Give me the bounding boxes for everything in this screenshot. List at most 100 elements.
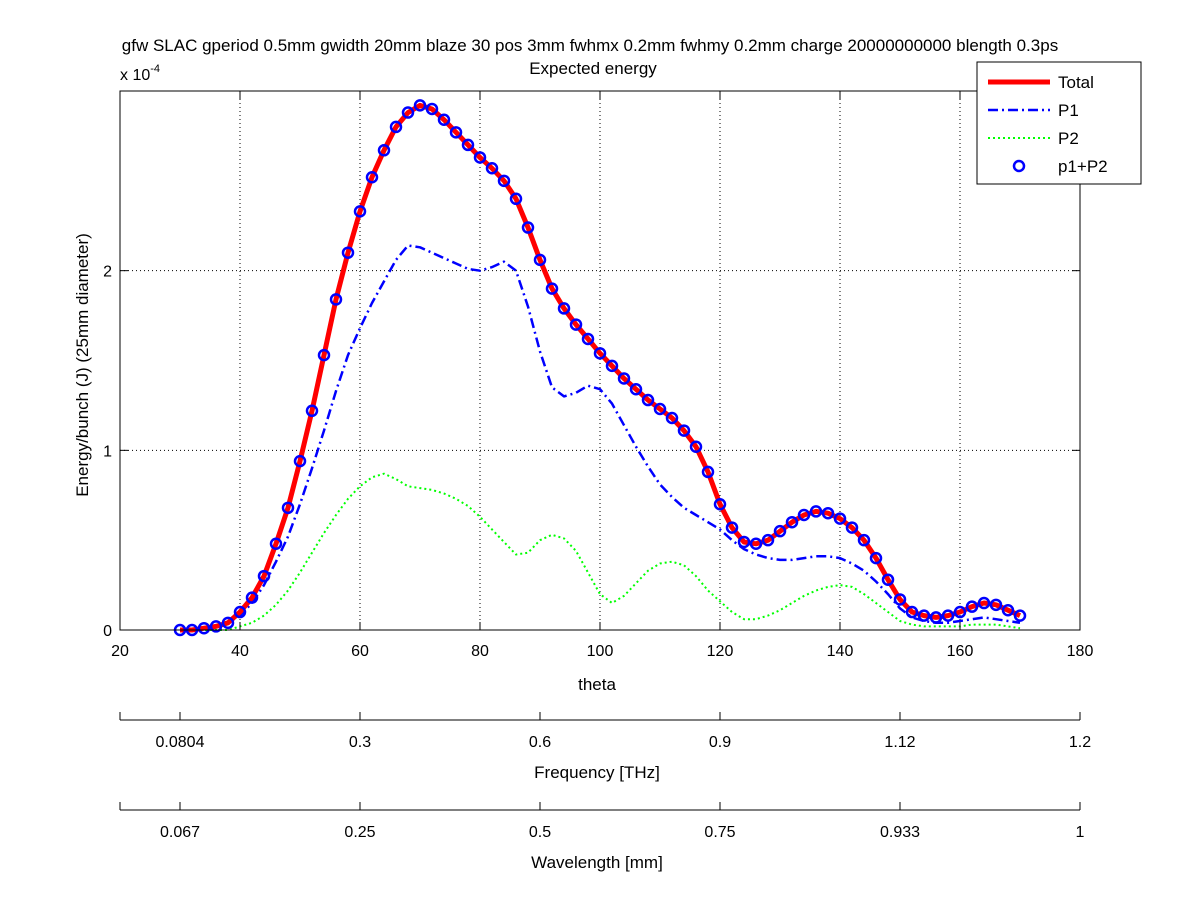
data-point — [569, 318, 583, 331]
data-point — [713, 497, 727, 511]
x-tick-label: 20 — [111, 643, 129, 660]
data-point — [833, 512, 847, 525]
secondary-tick-label: 0.067 — [160, 824, 200, 841]
x-tick-label: 60 — [351, 643, 369, 660]
secondary-tick-label: 0.3 — [349, 734, 371, 751]
data-point — [749, 537, 763, 551]
y-axis-label: Energy/bunch (J) (25mm diameter) — [73, 233, 92, 497]
data-point — [521, 221, 535, 234]
secondary-tick-label: 0.25 — [344, 824, 375, 841]
x-tick-label: 120 — [707, 643, 734, 660]
secondary-tick-label: 0.933 — [880, 824, 920, 841]
x-tick-label: 100 — [587, 643, 614, 660]
data-point — [953, 605, 967, 619]
secondary-tick-label: 0.0804 — [156, 734, 205, 751]
data-point — [737, 535, 751, 549]
data-point — [785, 515, 799, 529]
data-point — [845, 521, 859, 534]
data-point — [689, 440, 703, 453]
x-axis: 20 40 60 80 100 120 140 160 180 — [111, 91, 1093, 660]
data-point — [425, 102, 439, 116]
secondary-axis-label: Frequency [THz] — [534, 763, 660, 782]
data-point — [1001, 603, 1015, 617]
data-point — [881, 573, 895, 586]
series-line-p1 — [180, 244, 1021, 632]
data-point — [1013, 609, 1027, 622]
series-layer — [173, 99, 1027, 637]
data-point — [605, 359, 619, 373]
y-axis: 0 1 2 — [103, 264, 1080, 640]
data-point — [305, 404, 319, 418]
legend: Total P1 P2 p1+P2 — [976, 61, 1142, 185]
x-tick-label: 80 — [471, 643, 489, 660]
legend-label: P2 — [1058, 129, 1079, 148]
data-point — [317, 348, 331, 362]
secondary-tick-label: 0.5 — [529, 824, 551, 841]
y-tick-label: 1 — [103, 443, 112, 460]
data-point — [485, 162, 499, 175]
secondary-tick-label: 1 — [1076, 824, 1085, 841]
data-point — [233, 605, 247, 619]
data-point — [209, 620, 223, 633]
chart-title: gfw SLAC gperiod 0.5mm gwidth 20mm blaze… — [122, 36, 1058, 55]
data-point — [449, 126, 463, 139]
data-point — [665, 411, 679, 425]
x-tick-label: 160 — [947, 643, 974, 660]
secondary-tick-label: 0.9 — [709, 734, 731, 751]
data-point — [509, 192, 523, 206]
y-tick-label: 0 — [103, 623, 112, 640]
chart-subtitle: Expected energy — [529, 59, 657, 78]
data-point — [293, 454, 307, 468]
secondary-tick-label: 0.75 — [704, 824, 735, 841]
data-point — [929, 611, 943, 624]
series-p1-p2 — [173, 99, 1027, 637]
secondary-axis: 0.067 0.25 0.5 0.75 0.933 1 Wavelength [mm] — [119, 802, 1085, 872]
legend-marker — [1012, 159, 1026, 173]
data-point — [965, 600, 979, 613]
data-point — [593, 347, 607, 360]
secondary-tick-label: 1.2 — [1069, 734, 1091, 751]
secondary-tick-label: 1.12 — [884, 734, 915, 751]
grid — [120, 91, 1080, 630]
data-point — [269, 537, 283, 551]
data-point — [869, 551, 883, 565]
data-point — [797, 508, 811, 522]
data-point — [341, 246, 355, 259]
data-point — [401, 106, 415, 119]
legend-label: P1 — [1058, 101, 1079, 120]
data-point — [581, 332, 595, 346]
data-point — [257, 569, 271, 583]
data-point — [329, 293, 343, 306]
data-point — [413, 99, 427, 112]
data-point — [893, 593, 907, 606]
data-point — [221, 616, 235, 630]
data-point — [353, 205, 367, 218]
data-point — [557, 302, 571, 315]
data-point — [809, 505, 823, 518]
legend-label: Total — [1058, 73, 1094, 92]
data-point — [725, 521, 739, 534]
legend-label: p1+P2 — [1058, 157, 1108, 176]
data-point — [437, 113, 451, 126]
series-line-total — [180, 102, 1022, 633]
data-point — [533, 253, 547, 267]
x-axis-label: theta — [578, 675, 616, 694]
data-point — [281, 501, 295, 515]
secondary-axis-label: Wavelength [mm] — [531, 853, 663, 872]
data-point — [917, 609, 931, 622]
data-point — [701, 465, 715, 479]
data-point — [905, 605, 919, 619]
y-multiplier-exponent: -4 — [150, 63, 160, 75]
data-point — [545, 282, 559, 295]
y-multiplier-text: x 10 — [120, 67, 150, 84]
x-tick-label: 140 — [827, 643, 854, 660]
data-point — [629, 382, 643, 396]
data-point — [653, 402, 667, 416]
data-point — [617, 372, 631, 385]
data-point — [389, 120, 403, 134]
data-point — [857, 533, 871, 547]
data-point — [377, 144, 391, 157]
data-point — [677, 424, 691, 437]
